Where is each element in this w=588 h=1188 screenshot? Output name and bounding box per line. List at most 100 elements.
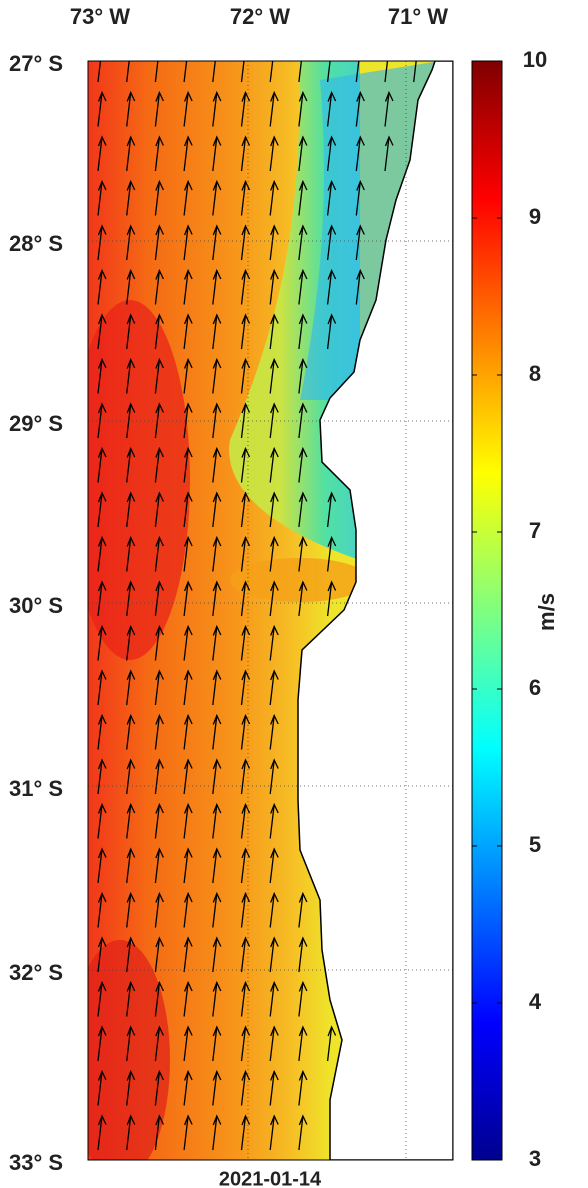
- wind-arrow: [355, 224, 365, 261]
- wind-arrow: [183, 891, 193, 928]
- wind-arrow: [212, 357, 222, 394]
- high-wind: [88, 940, 170, 1160]
- lat-label: 33° S: [9, 1150, 63, 1175]
- wind-arrow: [126, 61, 130, 83]
- wind-arrow: [183, 758, 193, 795]
- lat-label: 32° S: [9, 960, 63, 985]
- wind-arrow: [240, 580, 251, 617]
- wind-arrow: [326, 179, 337, 216]
- wind-arrow: [326, 90, 337, 127]
- wind-arrow: [269, 624, 279, 661]
- wind-arrow: [126, 268, 136, 305]
- wind-arrow: [240, 224, 251, 261]
- wind-arrow: [154, 669, 164, 706]
- wind-arrow: [212, 535, 222, 572]
- wind-arrow: [269, 535, 279, 572]
- colorbar: [471, 60, 503, 1161]
- wind-arrow: [269, 357, 279, 394]
- wind-arrow: [183, 313, 193, 350]
- wind-arrow: [212, 491, 222, 528]
- wind-arrow: [212, 980, 222, 1017]
- wind-arrow: [240, 268, 251, 305]
- wind-arrow: [183, 847, 193, 884]
- wind-arrow: [183, 179, 193, 216]
- wind-arrow: [355, 90, 365, 127]
- wind-arrow: [154, 313, 164, 350]
- wind-arrow: [126, 936, 136, 973]
- wind-arrow: [240, 535, 251, 572]
- wind-arrow: [269, 446, 279, 483]
- wind-arrow: [183, 135, 193, 172]
- wind-arrow: [154, 847, 164, 884]
- wind-arrow: [326, 313, 337, 350]
- wind-arrow: [212, 402, 222, 439]
- band: [230, 558, 370, 602]
- wind-arrow: [269, 758, 279, 795]
- wind-arrow: [298, 61, 303, 83]
- land: [297, 61, 453, 1160]
- colorbar-tick-label: 8: [529, 361, 541, 386]
- wind-arrow: [298, 90, 308, 127]
- wind-arrow: [212, 1069, 222, 1106]
- wind-arrow: [240, 669, 251, 706]
- wind-arrow: [298, 891, 308, 928]
- wind-arrow: [183, 980, 193, 1017]
- wind-arrow: [97, 1069, 107, 1106]
- wind-arrow: [126, 669, 136, 706]
- wind-arrow: [154, 491, 164, 528]
- wind-arrow: [183, 402, 193, 439]
- wind-arrow: [326, 1025, 337, 1062]
- wind-arrow: [126, 179, 136, 216]
- wind-arrow: [240, 179, 251, 216]
- wind-arrow: [183, 224, 193, 261]
- wind-arrow: [298, 268, 308, 305]
- wind-arrow: [126, 713, 136, 750]
- wind-arrow: [240, 491, 251, 528]
- wind-arrow: [212, 224, 222, 261]
- wind-arrow: [126, 847, 136, 884]
- colorbar-label: m/s: [534, 593, 559, 631]
- frame: [87, 60, 454, 1161]
- colorbar-tick-label: 10: [523, 47, 547, 72]
- wind-arrow: [212, 802, 222, 839]
- wind-arrow: [126, 446, 136, 483]
- wind-arrow: [97, 1114, 107, 1151]
- wind-arrow: [269, 224, 279, 261]
- colorbar-tick-label: 5: [529, 832, 541, 857]
- wind-arrow: [154, 535, 164, 572]
- wind-arrow: [183, 446, 193, 483]
- wind-arrow: [298, 936, 308, 973]
- wind-arrow: [212, 1025, 222, 1062]
- wind-arrow: [154, 713, 164, 750]
- wind-arrow: [212, 179, 222, 216]
- wind-arrow: [269, 491, 279, 528]
- wind-arrow: [154, 402, 164, 439]
- wind-arrow: [154, 758, 164, 795]
- colorbar-tick-label: 9: [529, 204, 541, 229]
- wind-arrow: [154, 936, 164, 973]
- wind-arrow: [212, 446, 222, 483]
- wind-arrow: [355, 135, 365, 172]
- wind-arrow: [240, 446, 251, 483]
- wind-arrow: [97, 980, 107, 1017]
- lat-label: 30° S: [9, 593, 63, 618]
- wind-arrow: [126, 491, 136, 528]
- wind-arrow: [183, 90, 193, 127]
- wind-arrow: [97, 135, 107, 172]
- wind-arrow: [126, 1114, 136, 1151]
- wind-arrow: [240, 313, 251, 350]
- wind-arrow: [154, 179, 164, 216]
- wind-arrow: [154, 446, 164, 483]
- wind-arrow: [126, 313, 136, 350]
- wind-arrow: [355, 61, 360, 83]
- wind-arrow: [126, 758, 136, 795]
- wind-arrow: [183, 580, 193, 617]
- wind-arrow: [183, 1069, 193, 1106]
- wind-arrow: [183, 624, 193, 661]
- wind-arrow: [183, 1114, 193, 1151]
- wind-arrow: [183, 802, 193, 839]
- wind-arrow: [97, 90, 107, 127]
- wind-arrow: [97, 268, 107, 305]
- wind-arrow: [326, 535, 337, 572]
